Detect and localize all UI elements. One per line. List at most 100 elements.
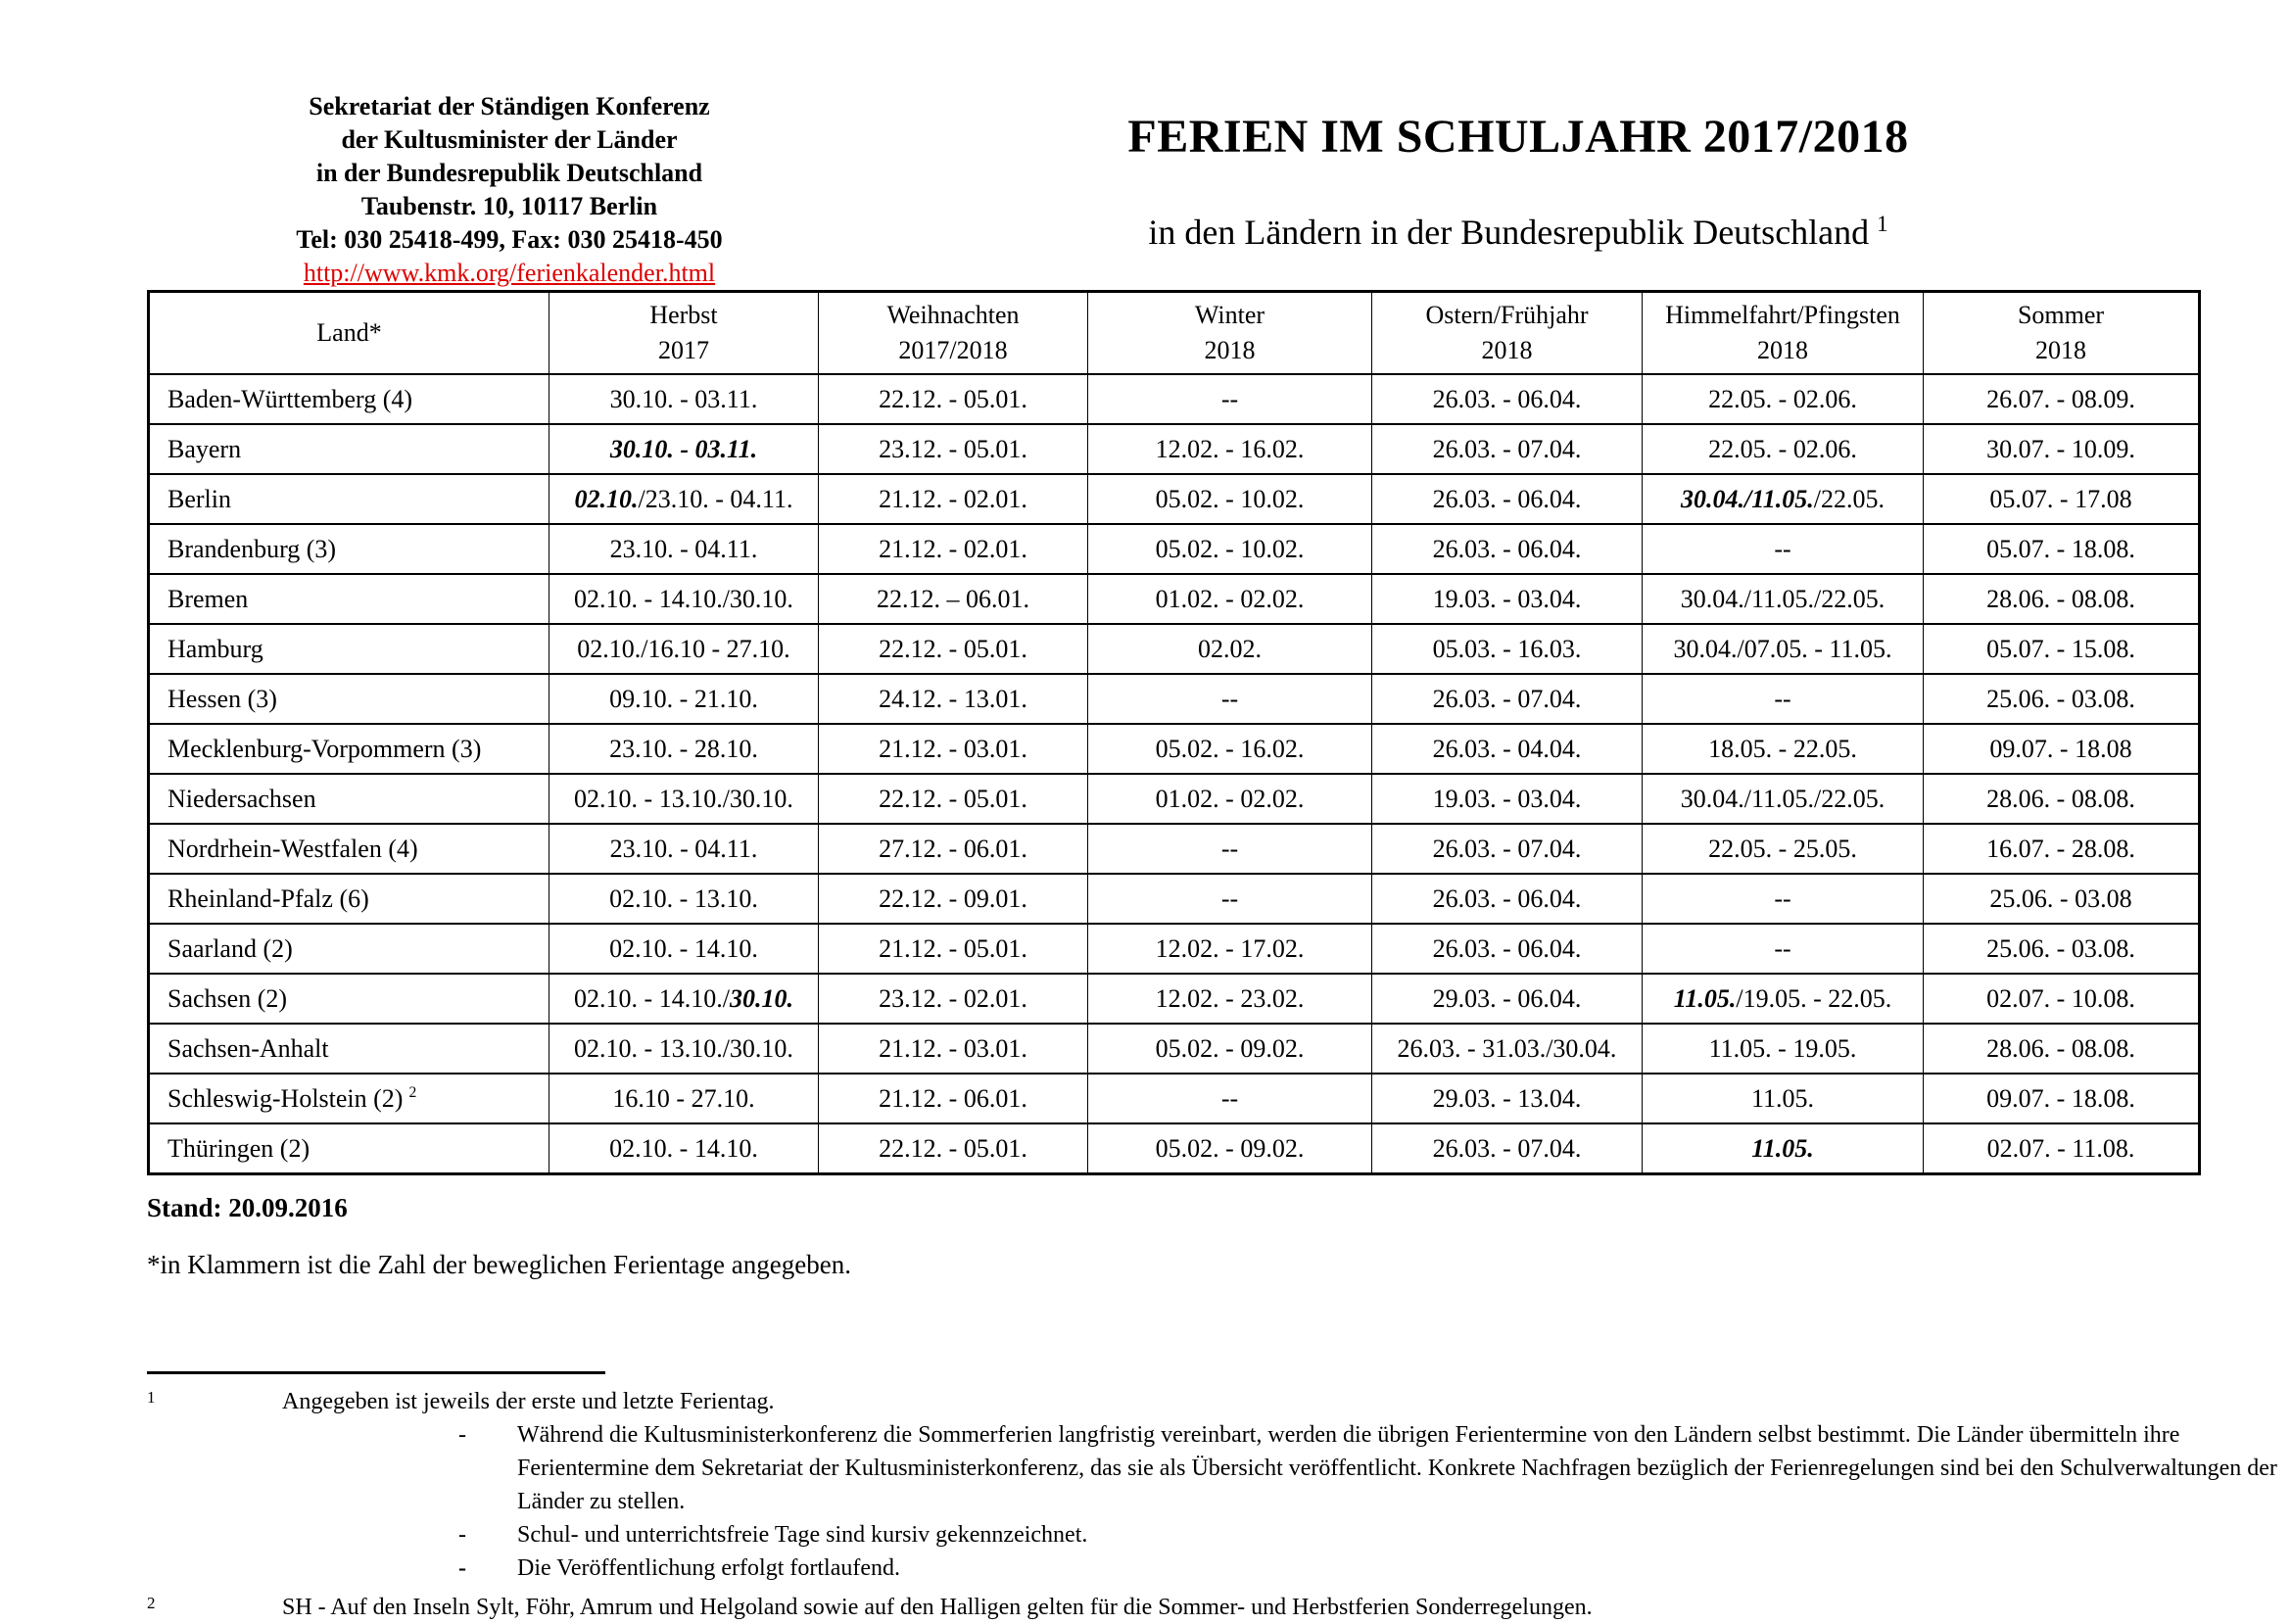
footnote-1: 1 Angegeben ist jeweils der erste und le… <box>147 1385 2287 1585</box>
table-row: Brandenburg (3) 23.10. - 04.11. 21.12. - 0… <box>148 523 2200 575</box>
footnote-item-dash: - <box>458 1522 466 1548</box>
date-cell: 05.02. - 10.02. <box>1087 473 1372 525</box>
date-cell: 05.02. - 10.02. <box>1087 523 1372 575</box>
land-cell: Rheinland-Pfalz (6) <box>148 873 549 925</box>
date-cell: 27.12. - 06.01. <box>818 823 1088 875</box>
date-cell: 29.03. - 13.04. <box>1371 1073 1643 1124</box>
page-subtitle: in den Ländern in der Bundesrepublik Deu… <box>1038 204 1998 253</box>
land-cell: Baden-Württemberg (4) <box>148 373 549 425</box>
footnote-ref-1: 1 <box>1877 212 1888 236</box>
date-cell: 26.03. - 06.04. <box>1371 923 1643 975</box>
footnote-item-text: Während die Kultusministerkonferenz die … <box>517 1422 2277 1514</box>
date-cell: 29.03. - 06.04. <box>1371 973 1643 1025</box>
date-cell: 02.10./16.10 - 27.10. <box>549 623 819 675</box>
date-cell: 02.07. - 11.08. <box>1923 1122 2200 1175</box>
date-cell: 12.02. - 16.02. <box>1087 423 1372 475</box>
date-cell: -- <box>1642 923 1924 975</box>
date-cell: 02.10. - 13.10./30.10. <box>549 773 819 825</box>
date-cell: 26.07. - 08.09. <box>1923 373 2200 425</box>
table-row: Niedersachsen 02.10. - 13.10./30.10. 22.12… <box>148 773 2200 825</box>
table-row: Hessen (3) 09.10. - 21.10. 24.12. - 13.01.… <box>148 673 2200 725</box>
date-cell: 02.10. - 13.10. <box>549 873 819 925</box>
date-cell: 11.05. <box>1642 1073 1924 1124</box>
date-cell: 19.03. - 03.04. <box>1371 573 1643 625</box>
date-cell: 30.07. - 10.09. <box>1923 423 2200 475</box>
date-cell: 23.10. - 04.11. <box>549 823 819 875</box>
date-cell: -- <box>1087 823 1372 875</box>
date-cell: 21.12. - 06.01. <box>818 1073 1088 1124</box>
date-cell: 25.06. - 03.08 <box>1923 873 2200 925</box>
date-cell: 25.06. - 03.08. <box>1923 673 2200 725</box>
footnote-2-text: SH - Auf den Inseln Sylt, Föhr, Amrum un… <box>282 1595 1593 1620</box>
asterisk-note: *in Klammern ist die Zahl der bewegliche… <box>147 1250 851 1279</box>
column-header-sommer: Sommer 2018 <box>1923 290 2200 375</box>
date-cell: 05.07. - 17.08 <box>1923 473 2200 525</box>
land-cell: Brandenburg (3) <box>148 523 549 575</box>
footnote-item-dash: - <box>458 1555 466 1581</box>
land-cell: Sachsen-Anhalt <box>148 1023 549 1075</box>
table-row: Saarland (2) 02.10. - 14.10. 21.12. - 05.0… <box>148 923 2200 975</box>
date-cell: -- <box>1087 673 1372 725</box>
date-cell: 30.10. - 03.11. <box>549 423 819 475</box>
date-cell: 23.10. - 04.11. <box>549 523 819 575</box>
date-cell: 19.03. - 03.04. <box>1371 773 1643 825</box>
stand-date: Stand: 20.09.2016 <box>147 1193 348 1222</box>
date-cell: 23.12. - 02.01. <box>818 973 1088 1025</box>
date-cell: -- <box>1642 673 1924 725</box>
land-cell: Thüringen (2) <box>148 1122 549 1175</box>
land-cell: Schleswig-Holstein (2) 2 <box>148 1073 549 1124</box>
date-cell: 21.12. - 02.01. <box>818 473 1088 525</box>
date-cell: 11.05. <box>1642 1122 1924 1175</box>
date-cell: 12.02. - 17.02. <box>1087 923 1372 975</box>
date-cell: 09.07. - 18.08 <box>1923 723 2200 775</box>
column-header-ostern: Ostern/Frühjahr 2018 <box>1371 290 1643 375</box>
date-cell: 02.10. - 14.10. <box>549 923 819 975</box>
sender-line: Sekretariat der Ständigen Konferenz <box>309 92 710 120</box>
date-cell: 22.05. - 02.06. <box>1642 373 1924 425</box>
kmk-ferienkalender-link[interactable]: http://www.kmk.org/ferienkalender.html <box>303 259 716 287</box>
date-cell: 25.06. - 03.08. <box>1923 923 2200 975</box>
date-cell: 11.05./19.05. - 22.05. <box>1642 973 1924 1025</box>
date-cell: 21.12. - 02.01. <box>818 523 1088 575</box>
date-cell: 30.04./07.05. - 11.05. <box>1642 623 1924 675</box>
date-cell: 30.04./11.05./22.05. <box>1642 773 1924 825</box>
table-row: Nordrhein-Westfalen (4) 23.10. - 04.11. 27… <box>148 823 2200 875</box>
date-cell: 05.02. - 09.02. <box>1087 1122 1372 1175</box>
date-cell: 26.03. - 06.04. <box>1371 373 1643 425</box>
land-cell: Hessen (3) <box>148 673 549 725</box>
table-row: Sachsen-Anhalt 02.10. - 13.10./30.10. 21.1… <box>148 1023 2200 1075</box>
table-row: Sachsen (2) 02.10. - 14.10./30.10. 23.12. … <box>148 973 2200 1025</box>
sender-line: in der Bundesrepublik Deutschland <box>315 159 703 187</box>
date-cell: 26.03. - 06.04. <box>1371 523 1643 575</box>
sender-line: Taubenstr. 10, 10117 Berlin <box>360 192 658 220</box>
date-cell: 30.04./11.05./22.05. <box>1642 473 1924 525</box>
date-cell: 16.07. - 28.08. <box>1923 823 2200 875</box>
date-cell: 16.10 - 27.10. <box>549 1073 819 1124</box>
date-cell: 22.12. - 09.01. <box>818 873 1088 925</box>
table-row: Bremen 02.10. - 14.10./30.10. 22.12. – 06.… <box>148 573 2200 625</box>
sender-line: der Kultusminister der Länder <box>341 125 678 154</box>
footnote-item: - Die Veröffentlichung erfolgt fortlaufe… <box>458 1552 2287 1585</box>
table-row: Thüringen (2) 02.10. - 14.10. 22.12. - 05.… <box>148 1122 2200 1175</box>
date-cell: 28.06. - 08.08. <box>1923 1023 2200 1075</box>
date-cell: 09.07. - 18.08. <box>1923 1073 2200 1124</box>
date-cell: 02.10. - 14.10./30.10. <box>549 573 819 625</box>
land-cell: Bayern <box>148 423 549 475</box>
date-cell: 22.05. - 25.05. <box>1642 823 1924 875</box>
date-cell: 21.12. - 03.01. <box>818 1023 1088 1075</box>
page-subtitle-text: in den Ländern in der Bundesrepublik Deu… <box>1148 213 1870 252</box>
date-cell: 30.04./11.05./22.05. <box>1642 573 1924 625</box>
date-cell: 26.03. - 04.04. <box>1371 723 1643 775</box>
date-cell: 26.03. - 07.04. <box>1371 823 1643 875</box>
date-cell: 05.02. - 09.02. <box>1087 1023 1372 1075</box>
footnote-2-marker: 2 <box>147 1594 156 1612</box>
date-cell: 30.10. - 03.11. <box>549 373 819 425</box>
date-cell: 23.10. - 28.10. <box>549 723 819 775</box>
date-cell: 09.10. - 21.10. <box>549 673 819 725</box>
land-cell: Berlin <box>148 473 549 525</box>
holiday-table-body: Baden-Württemberg (4) 30.10. - 03.11. 22.1… <box>148 373 2200 1175</box>
date-cell: 22.12. - 05.01. <box>818 623 1088 675</box>
holiday-table: Land* Herbst 2017 Weihnachten 2017/2018 Wi… <box>147 290 2201 1175</box>
date-cell: 24.12. - 13.01. <box>818 673 1088 725</box>
